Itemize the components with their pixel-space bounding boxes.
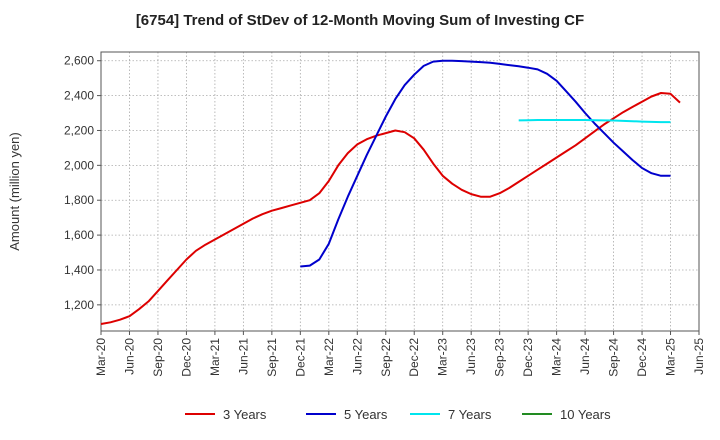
- y-tick-label: 1,800: [64, 193, 94, 207]
- series-lines: [100, 59, 681, 325]
- x-tick-label: Dec-21: [293, 338, 307, 377]
- y-tick-label: 2,600: [64, 54, 94, 68]
- x-tick-label: Dec-24: [635, 338, 649, 377]
- x-tick-label: Sep-20: [151, 338, 165, 377]
- legend-label: 3 Years: [223, 407, 267, 422]
- plot-border: [100, 51, 700, 332]
- legend-label: 7 Years: [448, 407, 492, 422]
- axes: 1,200 1,400 1,600 1,800 2,000 2,200 2,400 2,600…: [64, 51, 706, 377]
- series-line-5-years: [300, 59, 671, 268]
- x-tick-label: Mar-23: [436, 338, 450, 376]
- x-tick-label: Mar-22: [322, 338, 336, 376]
- y-tick-label: 2,400: [64, 89, 94, 103]
- y-tick-label: 1,200: [64, 298, 94, 312]
- x-tick-label: Mar-25: [664, 338, 678, 376]
- legend-label: 10 Years: [560, 407, 611, 422]
- x-tick-label: Jun-21: [236, 338, 250, 375]
- x-tick-label: Sep-23: [493, 338, 507, 377]
- chart-title: [6754] Trend of StDev of 12-Month Moving…: [135, 12, 585, 29]
- x-tick-label: Jun-24: [578, 338, 592, 375]
- y-axis-label: Amount (million yen): [7, 132, 22, 251]
- series-line-3-years: [100, 92, 681, 325]
- y-tick-label: 2,000: [64, 158, 94, 172]
- legend-label: 5 Years: [344, 407, 388, 422]
- legend: 3 Years 5 Years 7 Years 10 Years: [185, 407, 611, 422]
- series-line-7-years: [518, 119, 671, 124]
- x-tick-label: Dec-23: [521, 338, 535, 377]
- x-tick-label: Sep-22: [379, 338, 393, 377]
- y-tick-label: 1,600: [64, 228, 94, 242]
- x-tick-label: Jun-23: [464, 338, 478, 375]
- x-tick-label: Dec-22: [407, 338, 421, 377]
- x-tick-label: Jun-22: [350, 338, 364, 375]
- y-tick-label: 1,400: [64, 263, 94, 277]
- x-tick-label: Sep-24: [607, 338, 621, 377]
- x-tick-label: Mar-21: [208, 338, 222, 376]
- x-tick-label: Jun-25: [692, 338, 706, 375]
- x-tick-label: Dec-20: [179, 338, 193, 377]
- x-tick-label: Jun-20: [122, 338, 136, 375]
- grid: [100, 52, 700, 331]
- x-tick-label: Mar-20: [94, 338, 108, 376]
- x-tick-label: Mar-24: [550, 338, 564, 376]
- x-tick-label: Sep-21: [265, 338, 279, 377]
- y-tick-label: 2,200: [64, 123, 94, 137]
